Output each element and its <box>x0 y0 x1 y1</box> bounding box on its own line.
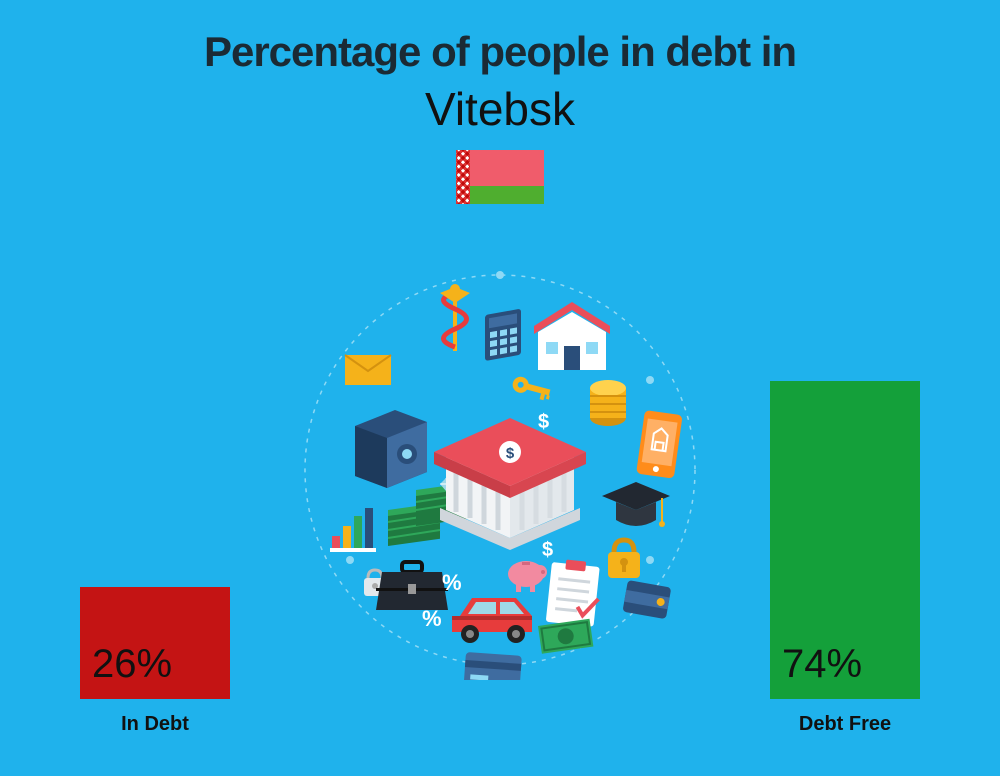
bar-label-debt-free: Debt Free <box>799 713 891 736</box>
bar-label-in-debt: In Debt <box>121 713 189 736</box>
bar-value-debt-free: 74% <box>782 642 862 687</box>
bar-in-debt: 26% <box>80 587 230 699</box>
flag-stripe-green <box>470 186 544 204</box>
bar-group-debt-free: 74% Debt Free <box>770 381 920 736</box>
flag-container <box>0 150 1000 204</box>
bar-group-in-debt: 26% In Debt <box>80 587 230 736</box>
flag-ornament <box>456 150 470 204</box>
bar-value-in-debt: 26% <box>92 642 172 687</box>
title: Percentage of people in debt in <box>0 0 1000 76</box>
flag-stripe-red <box>470 150 544 186</box>
bar-debt-free: 74% <box>770 381 920 699</box>
infographic-canvas: Percentage of people in debt in Vitebsk <box>0 0 1000 776</box>
subtitle: Vitebsk <box>0 82 1000 136</box>
bar-chart: 26% In Debt 74% Debt Free <box>0 256 1000 736</box>
belarus-flag-icon <box>456 150 544 204</box>
